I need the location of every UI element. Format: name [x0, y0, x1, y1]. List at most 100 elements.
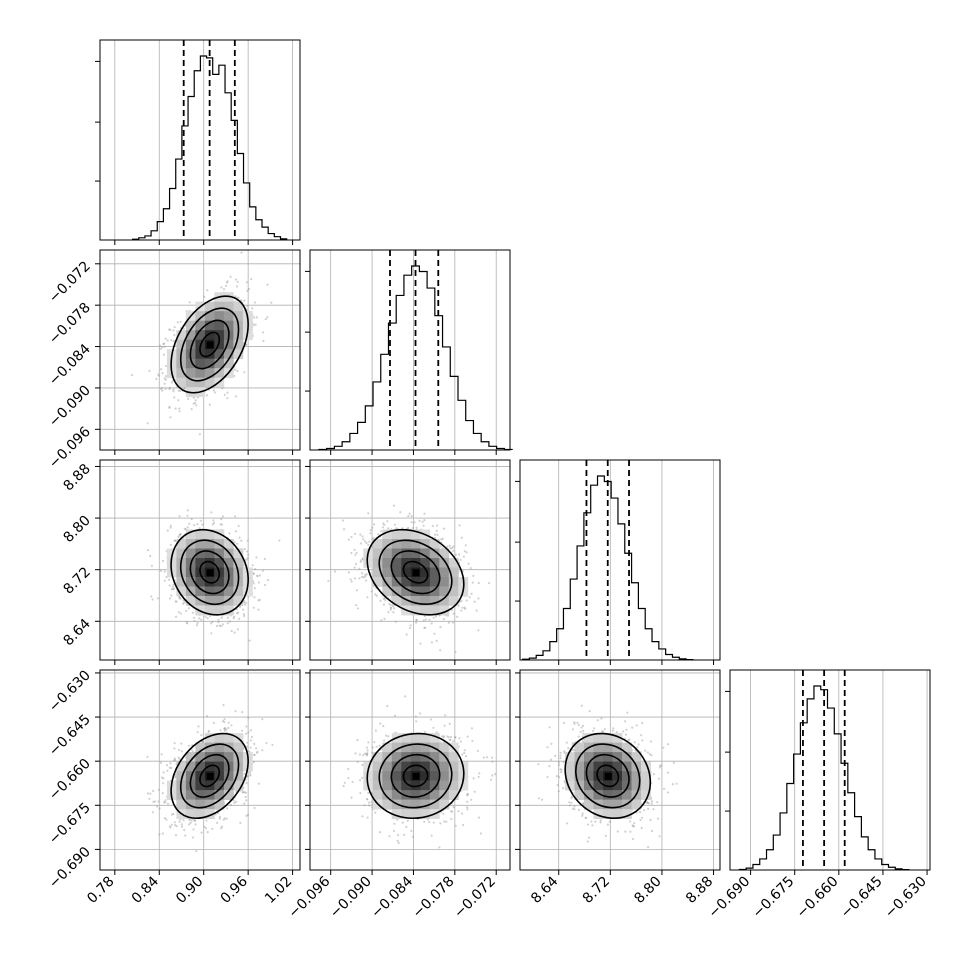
- density-cell: [391, 586, 402, 597]
- scatter-point: [225, 281, 228, 284]
- scatter-point: [223, 718, 226, 721]
- scatter-point: [388, 602, 391, 606]
- density-cell: [242, 586, 253, 597]
- scatter-point: [177, 399, 180, 402]
- scatter-point: [430, 622, 433, 625]
- scatter-point: [445, 820, 448, 823]
- scatter-point: [432, 616, 435, 619]
- scatter-point: [230, 629, 233, 633]
- scatter-point: [353, 548, 356, 551]
- scatter-point: [371, 746, 374, 749]
- scatter-point: [211, 523, 214, 526]
- scatter-point: [210, 632, 213, 635]
- scatter-point: [347, 571, 350, 574]
- density-cell: [372, 567, 383, 578]
- scatter-point: [643, 809, 646, 812]
- scatter-point: [401, 527, 404, 530]
- scatter-point: [599, 821, 602, 824]
- scatter-point: [447, 621, 451, 624]
- density-cell: [603, 790, 613, 800]
- density-cell: [410, 558, 421, 568]
- scatter-point: [221, 623, 224, 626]
- scatter-point: [150, 564, 153, 568]
- scatter-point: [367, 543, 370, 547]
- scatter-point: [666, 771, 670, 774]
- scatter-point: [158, 807, 161, 810]
- scatter-point: [220, 523, 223, 526]
- scatter-point: [435, 529, 438, 533]
- scatter-point: [341, 519, 345, 522]
- scatter-point: [172, 812, 175, 816]
- scatter-point: [194, 401, 197, 404]
- scatter-point: [608, 820, 611, 823]
- scatter-point: [163, 579, 166, 582]
- scatter-point: [185, 621, 188, 624]
- scatter-point: [200, 831, 203, 834]
- density-cell: [185, 790, 196, 800]
- scatter-point: [434, 533, 437, 536]
- contour-level-0: [402, 560, 429, 584]
- scatter-point: [378, 831, 382, 834]
- scatter-point: [246, 775, 249, 778]
- scatter-point: [230, 724, 233, 727]
- scatter-point: [180, 825, 184, 828]
- scatter-point: [385, 734, 388, 737]
- density-cell: [391, 558, 402, 568]
- scatter-point: [356, 607, 360, 610]
- scatter-point: [440, 735, 444, 738]
- x-tick-label: 0.96: [218, 873, 251, 906]
- scatter-point: [146, 792, 150, 795]
- scatter-point: [164, 375, 168, 378]
- scatter-point: [247, 288, 251, 291]
- density-cell: [214, 358, 225, 369]
- scatter-point: [458, 553, 461, 556]
- scatter-point: [258, 598, 261, 602]
- scatter-point: [242, 601, 246, 604]
- scatter-point: [448, 722, 451, 726]
- scatter-point: [175, 825, 178, 828]
- scatter-point: [470, 798, 473, 801]
- scatter-point: [596, 719, 599, 722]
- scatter-point: [375, 745, 378, 748]
- scatter-point: [253, 596, 256, 599]
- density-cell: [176, 377, 187, 388]
- scatter-point: [226, 397, 229, 400]
- scatter-point: [452, 621, 455, 624]
- scatter-point: [577, 808, 581, 812]
- x-tick-label: −0.675: [750, 874, 798, 922]
- scatter-point: [235, 800, 238, 804]
- scatter-point: [454, 650, 457, 654]
- y-tick-label: 8.72: [60, 564, 93, 597]
- scatter-point: [262, 339, 265, 343]
- scatter-point: [372, 536, 375, 540]
- scatter-point: [568, 804, 572, 807]
- scatter-point: [168, 406, 171, 409]
- scatter-point: [149, 554, 152, 558]
- scatter-point: [229, 275, 232, 278]
- scatter-point: [228, 532, 231, 535]
- scatter-point: [415, 618, 418, 622]
- scatter-point: [658, 777, 661, 780]
- scatter-point: [160, 753, 163, 756]
- density-cell: [204, 349, 215, 360]
- scatter-point: [423, 519, 426, 522]
- contour-level-2: [179, 539, 240, 605]
- scatter-point: [169, 524, 172, 527]
- scatter-point: [656, 817, 660, 820]
- scatter-point: [366, 753, 369, 756]
- density-cell: [233, 558, 244, 568]
- density-cell: [204, 358, 215, 369]
- panel-frame: [309, 459, 511, 661]
- scatter-point: [422, 524, 425, 527]
- scatter-point: [468, 596, 471, 599]
- scatter-point: [476, 749, 479, 753]
- scatter-point: [410, 515, 413, 518]
- scatter-point: [582, 732, 585, 735]
- scatter-point: [615, 731, 618, 734]
- density-cell: [185, 320, 196, 331]
- x-tick-label: −0.660: [794, 874, 842, 922]
- scatter-point: [383, 617, 386, 621]
- scatter-point: [219, 624, 223, 628]
- scatter-point: [253, 587, 256, 590]
- scatter-point: [384, 599, 387, 602]
